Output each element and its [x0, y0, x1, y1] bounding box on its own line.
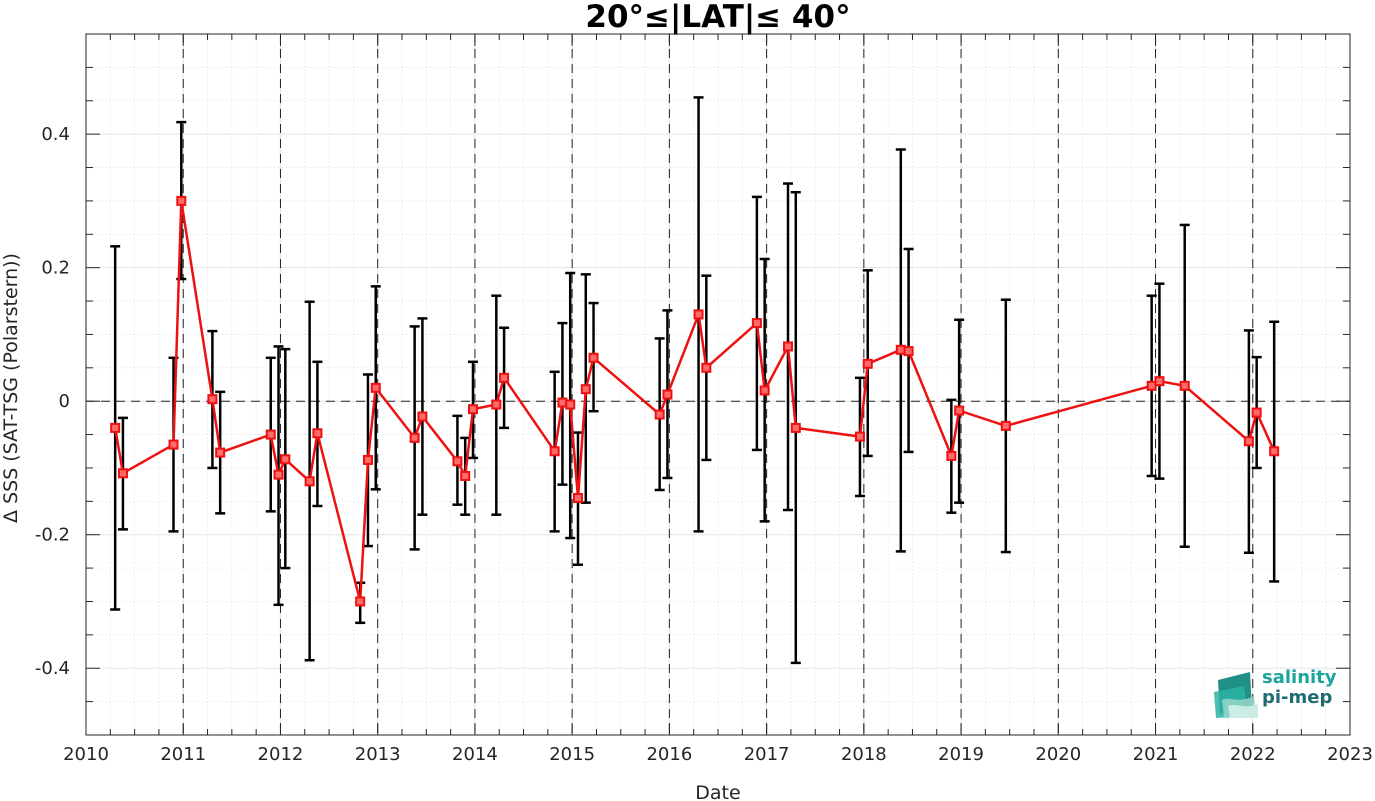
chart-title: 20°≤|LAT|≤ 40°	[585, 0, 850, 35]
logo-text-salinity: salinity	[1262, 667, 1337, 688]
y-tick-label: 0	[59, 391, 70, 412]
salinity-pi-mep-logo: salinity pi-mep	[1214, 666, 1344, 718]
data-point	[1243, 436, 1254, 447]
data-point	[751, 318, 762, 329]
data-point	[467, 404, 478, 415]
x-tick-label: 2011	[160, 744, 206, 765]
data-point	[265, 429, 276, 440]
y-tick-label: 0.4	[41, 124, 70, 145]
logo-text-pi-mep: pi-mep	[1262, 687, 1333, 708]
data-point	[409, 432, 420, 443]
x-tick-label: 2013	[355, 744, 401, 765]
axis-ticks	[85, 33, 1351, 736]
y-tick-labels: 0.4 0.2 0 -0.2 -0.4	[35, 124, 70, 679]
data-point	[565, 399, 576, 410]
data-point	[790, 422, 801, 433]
y-tick-label: 0.2	[41, 258, 70, 279]
data-point	[499, 372, 510, 383]
data-point	[117, 468, 128, 479]
data-point	[588, 352, 599, 363]
data-point	[207, 394, 218, 405]
data-point	[491, 399, 502, 410]
data-point	[862, 358, 873, 369]
data-point	[1251, 407, 1262, 418]
y-tick-label: -0.2	[35, 525, 70, 546]
y-axis-label: Δ SSS (SAT-TSG (Polarstern))	[0, 253, 22, 523]
data-point	[1179, 380, 1190, 391]
wave-logo-icon	[1214, 672, 1258, 718]
data-point	[854, 431, 865, 442]
x-tick-label: 2015	[549, 744, 595, 765]
x-tick-label: 2023	[1327, 744, 1373, 765]
data-point	[355, 596, 366, 607]
x-tick-labels: 2010 2011 2012 2013 2014 2015 2016 2017 2018 2019…	[63, 744, 1373, 765]
y-tick-label: -0.4	[35, 658, 70, 679]
error-bars	[110, 96, 1280, 665]
data-point	[110, 422, 121, 433]
data-point	[783, 341, 794, 352]
data-point	[946, 450, 957, 461]
data-point	[693, 309, 704, 320]
data-point	[452, 456, 463, 467]
data-point	[654, 409, 665, 420]
data-point	[954, 405, 965, 416]
data-point	[215, 447, 226, 458]
data-point	[701, 362, 712, 373]
data-point	[362, 454, 373, 465]
data-point	[168, 439, 179, 450]
x-tick-label: 2016	[646, 744, 692, 765]
data-point	[280, 454, 291, 465]
data-point	[312, 428, 323, 439]
data-point	[759, 385, 770, 396]
x-tick-label: 2012	[258, 744, 304, 765]
data-point	[1000, 420, 1011, 431]
x-tick-label: 2017	[744, 744, 790, 765]
data-point	[903, 346, 914, 357]
data-point	[460, 470, 471, 481]
data-point	[370, 382, 381, 393]
x-tick-label: 2018	[841, 744, 887, 765]
data-point	[1269, 446, 1280, 457]
x-tick-label: 2010	[63, 744, 109, 765]
data-point	[273, 469, 284, 480]
data-point	[580, 384, 591, 395]
data-point	[662, 389, 673, 400]
x-tick-label: 2019	[938, 744, 984, 765]
x-axis-label: Date	[695, 782, 740, 801]
data-markers	[110, 195, 1280, 607]
x-tick-label: 2020	[1035, 744, 1081, 765]
year-boundary-lines	[182, 34, 1254, 735]
data-point	[417, 411, 428, 422]
x-tick-label: 2022	[1230, 744, 1276, 765]
x-tick-label: 2014	[452, 744, 498, 765]
data-point	[1154, 376, 1165, 387]
x-tick-label: 2021	[1133, 744, 1179, 765]
data-point	[572, 492, 583, 503]
data-point	[304, 476, 315, 487]
data-point	[176, 195, 187, 206]
data-point	[549, 446, 560, 457]
